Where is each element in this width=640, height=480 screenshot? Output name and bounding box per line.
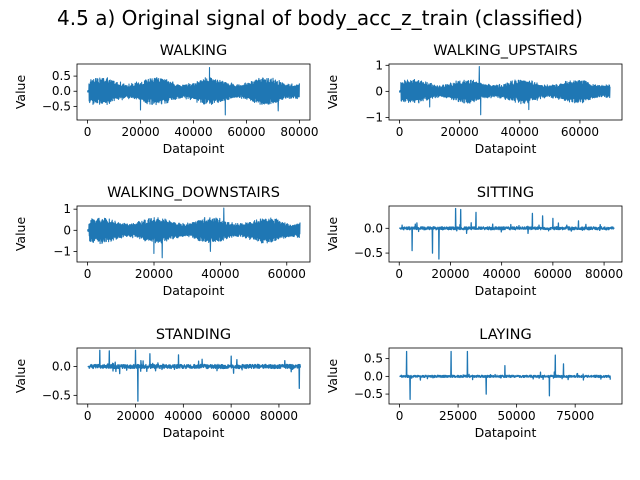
x-tick-label: 40000	[501, 125, 539, 139]
x-tick-label: 20000	[431, 267, 469, 281]
y-axis-label: Value	[13, 75, 28, 110]
x-tick-label: 0	[395, 267, 403, 281]
signal-line	[87, 67, 300, 116]
y-tick-label: −0.5	[354, 246, 383, 260]
x-tick-label: 0	[396, 409, 404, 423]
y-tick-label: 0.0	[364, 369, 383, 383]
subplot-title: WALKING_DOWNSTAIRS	[107, 185, 280, 201]
y-axis-label: Value	[13, 359, 28, 394]
x-tick-label: 0	[84, 125, 92, 139]
y-tick-label: −1	[53, 244, 71, 258]
subplot-walking: 0 20000 40000 60000 80000 −0.50.00.5 WALKING Da…	[13, 43, 319, 156]
y-tick-label: 1	[63, 202, 71, 216]
x-tick-label: 40000	[201, 267, 239, 281]
y-tick-label: −0.5	[354, 387, 383, 401]
subplot-title: SITTING	[477, 185, 534, 201]
subplot-sitting: 0 20000 40000 60000 80000 −0.5 0.0 SITTING Datap…	[325, 185, 623, 298]
x-tick-label: 80000	[260, 409, 298, 423]
subplot-walking-upstairs: 0 20000 40000 60000 −1 0 1 WALKING_UPSTAIRS Data…	[325, 43, 623, 156]
x-tick-label: 60000	[212, 409, 250, 423]
subplot-title: STANDING	[156, 327, 231, 343]
subplot-title: WALKING_UPSTAIRS	[433, 43, 577, 59]
subplot-standing: 0 20000 40000 60000 80000 −0.5 0.0 STANDING Data…	[13, 327, 311, 440]
y-tick-label: 0	[63, 223, 71, 237]
signal-line	[399, 350, 611, 401]
figure-title: 4.5 a) Original signal of body_acc_z_tra…	[57, 6, 583, 30]
x-tick-label: 25000	[439, 409, 477, 423]
y-tick-label: 0.5	[364, 352, 383, 366]
x-tick-label: 20000	[116, 409, 154, 423]
y-tick-label: 1	[375, 58, 383, 72]
y-tick-label: 0	[375, 84, 383, 98]
x-tick-label: 40000	[483, 267, 521, 281]
x-tick-label: 80000	[280, 125, 318, 139]
subplot-title: LAYING	[479, 327, 531, 343]
axes-frame	[76, 205, 311, 263]
axes-frame	[388, 63, 623, 121]
x-axis-label: Datapoint	[475, 425, 537, 440]
x-tick-label: 60000	[561, 125, 599, 139]
x-tick-label: 80000	[585, 267, 623, 281]
x-tick-label: 40000	[174, 125, 212, 139]
x-tick-label: 50000	[498, 409, 536, 423]
x-tick-label: 20000	[441, 125, 479, 139]
x-tick-label: 20000	[121, 125, 159, 139]
axes-frame	[388, 205, 623, 263]
y-tick-label: 0.5	[52, 69, 71, 83]
y-axis-label: Value	[325, 359, 340, 394]
x-tick-label: 60000	[227, 125, 265, 139]
signal-line	[398, 207, 615, 260]
x-tick-label: 60000	[268, 267, 306, 281]
x-axis-label: Datapoint	[475, 141, 537, 156]
x-tick-label: 0	[84, 409, 92, 423]
x-tick-label: 0	[84, 267, 92, 281]
signal-line	[398, 66, 611, 116]
y-tick-label: −0.5	[42, 388, 71, 402]
y-axis-label: Value	[13, 217, 28, 252]
y-tick-label: 0.0	[364, 221, 383, 235]
x-tick-label: 20000	[135, 267, 173, 281]
subplot-title: WALKING	[160, 43, 227, 59]
subplot-walking-downstairs: 0 20000 40000 60000 −1 0 1 WALKING_DOWNSTAIRS Da…	[13, 185, 311, 298]
x-tick-label: 60000	[534, 267, 572, 281]
y-tick-label: −1	[365, 110, 383, 124]
signal-line	[87, 349, 302, 402]
y-axis-label: Value	[325, 75, 340, 110]
y-tick-label: 0.0	[52, 359, 71, 373]
axes-frame	[76, 347, 311, 405]
x-tick-label: 40000	[164, 409, 202, 423]
x-axis-label: Datapoint	[163, 141, 225, 156]
x-tick-label: 75000	[556, 409, 594, 423]
x-axis-label: Datapoint	[163, 283, 225, 298]
x-tick-label: 0	[396, 125, 404, 139]
x-axis-label: Datapoint	[163, 425, 225, 440]
y-tick-label: 0.0	[52, 84, 71, 98]
subplot-laying: 0 25000 50000 75000 −0.5 0.0 0.5 LAYING Datapoin…	[325, 327, 623, 440]
y-tick-label: −0.5	[42, 99, 71, 113]
x-axis-label: Datapoint	[475, 283, 537, 298]
y-axis-label: Value	[325, 217, 340, 252]
signal-line	[87, 207, 301, 259]
